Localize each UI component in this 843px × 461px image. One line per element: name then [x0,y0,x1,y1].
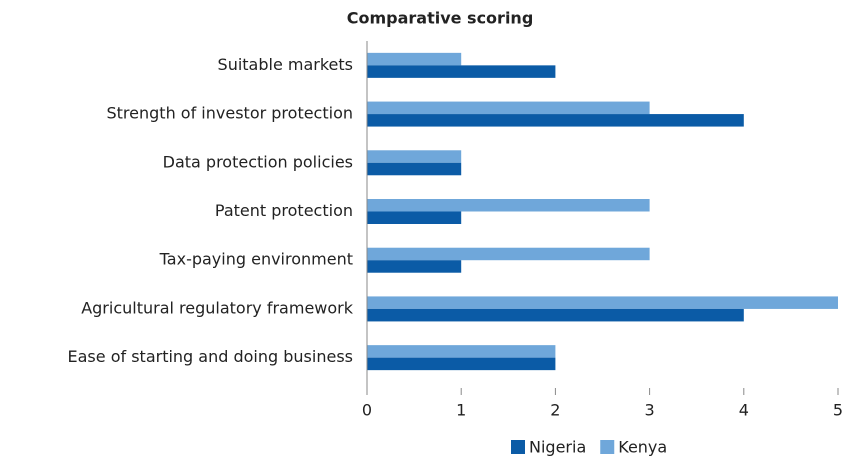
chart-title: Comparative scoring [347,9,534,28]
bar [367,345,556,358]
bar [367,247,650,261]
x-tick-label: 0 [362,401,372,420]
legend-swatch [600,440,615,454]
bar [367,101,650,115]
x-tick-label: 2 [550,401,560,420]
bar [367,150,462,163]
y-tick-label: Patent protection [215,201,353,220]
legend-label: Kenya [618,438,667,457]
bar [367,296,838,309]
bar [367,162,462,176]
bar [367,114,744,127]
x-tick-label: 1 [456,401,466,420]
bar [367,65,556,78]
bar [367,199,650,212]
y-tick-label: Suitable markets [218,55,353,74]
bar [367,260,462,273]
x-tick-label: 3 [645,401,655,420]
bar [367,211,462,224]
bar [367,52,462,66]
y-tick-label: Ease of starting and doing business [68,347,353,366]
legend-label: Nigeria [529,438,586,457]
y-tick-label: Strength of investor protection [107,104,354,123]
x-tick-label: 4 [739,401,749,420]
bar [367,308,744,322]
bar [367,357,556,371]
y-tick-label: Agricultural regulatory framework [81,298,354,317]
legend-swatch [511,440,525,454]
y-tick-label: Data protection policies [163,152,353,171]
y-tick-label: Tax-paying environment [159,250,353,269]
x-tick-label: 5 [833,401,843,420]
